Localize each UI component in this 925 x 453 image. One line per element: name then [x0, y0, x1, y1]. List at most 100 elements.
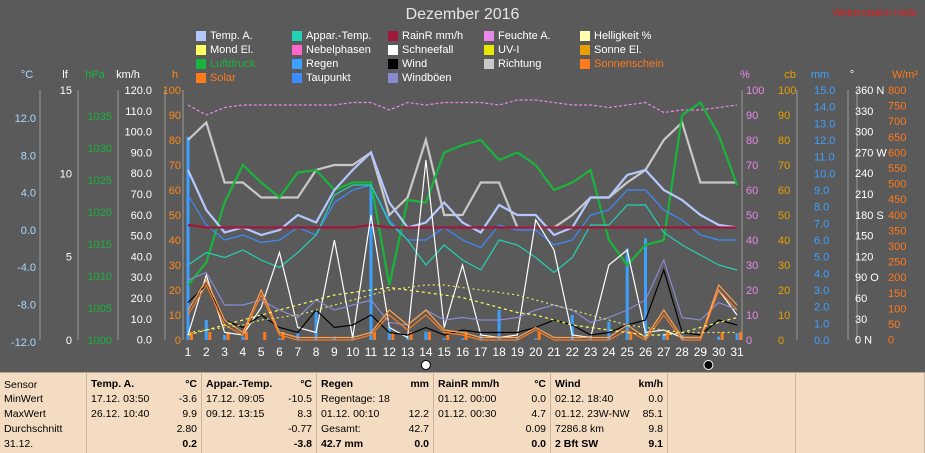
legend-item: Schneefall: [388, 44, 453, 56]
rain-bar: [607, 321, 611, 340]
x-tick-label: 16: [456, 345, 470, 359]
tick-label: 1025: [88, 175, 112, 187]
tick-label: 0.0: [21, 225, 36, 237]
legend-swatch: [388, 59, 398, 69]
stats-cell: 0.0: [434, 437, 550, 452]
x-tick-label: 5: [258, 345, 265, 359]
legend-item: Regen: [292, 58, 338, 70]
stats-cell: 2 Bft SW 9.1: [551, 437, 667, 452]
stats-cell-label: 01.12. 00:10: [321, 408, 380, 420]
tick-label: 80: [746, 135, 758, 147]
legend-swatch: [580, 59, 590, 69]
stats-cell-label: 26.12. 10:40: [91, 408, 150, 420]
legend-label: Sonnenschein: [594, 58, 664, 70]
rain-bar: [332, 336, 336, 340]
tick-label: 50: [778, 210, 790, 222]
stats-cell: 2.80: [87, 422, 201, 437]
tick-label: 4.0: [814, 268, 829, 280]
chart-svg: °C lf hPa km/h h% cb mm ° W/m²12.08.04.00.0-4.0-…: [11, 69, 918, 370]
tick-label: 40: [778, 235, 790, 247]
tick-label: 15: [60, 85, 72, 97]
station-label: Wetterstation Halle: [832, 8, 917, 19]
stats-cell-label: 01.12. 00:00: [438, 393, 497, 405]
tick-label: 200: [888, 272, 906, 284]
legend-label: Mond El.: [210, 44, 254, 56]
x-tick-label: 11: [365, 345, 378, 359]
legend-swatch: [484, 59, 494, 69]
tick-label: 300: [855, 127, 873, 139]
axis-unit-label: mm: [811, 69, 829, 81]
tick-label: 500: [888, 179, 906, 191]
tick-label: 60.0: [131, 210, 152, 222]
tick-label: 350: [888, 225, 906, 237]
stats-cell-value: 9.1: [648, 438, 663, 450]
tick-label: 40: [746, 235, 758, 247]
tick-label: 5: [66, 252, 72, 264]
series-line: [187, 100, 739, 286]
rain-bar: [223, 335, 227, 340]
sunshine-bar: [244, 332, 248, 340]
tick-label: 9.0: [814, 185, 829, 197]
stats-cell-value: 0.09: [525, 423, 546, 435]
x-tick-label: 8: [313, 345, 320, 359]
column-title: Regen: [321, 378, 354, 390]
tick-label: 14.0: [814, 102, 835, 114]
legend-swatch: [388, 31, 398, 41]
legend-label: Appar.-Temp.: [306, 30, 372, 42]
legend-swatch: [580, 45, 590, 55]
legend-swatch: [388, 73, 398, 83]
x-tick-label: 10: [346, 345, 360, 359]
stats-cell-value: -3.8: [293, 438, 312, 450]
tick-label: 70: [169, 160, 181, 172]
legend-swatch: [484, 31, 494, 41]
legend-swatch: [484, 45, 494, 55]
tick-label: 30: [855, 314, 867, 326]
tick-label: 0.0: [814, 335, 829, 347]
rain-bar: [296, 333, 300, 340]
legend-label: Feuchte A.: [498, 30, 551, 42]
stats-cell-label: 02.12. 18:40: [555, 393, 614, 405]
tick-label: 1035: [88, 111, 112, 123]
x-tick-label: 17: [474, 345, 488, 359]
stats-cell-value: 8.3: [297, 408, 312, 420]
tick-label: 250: [888, 257, 906, 269]
stats-cell: 01.12. 00:00 0.0: [434, 392, 550, 407]
stats-cell-label: 7286.8 km: [555, 423, 605, 435]
tick-label: 10: [778, 310, 790, 322]
tick-label: 20: [746, 285, 758, 297]
stats-cell-value: 0.2: [182, 438, 197, 450]
tick-label: 20: [778, 285, 790, 297]
stats-cell-value: 0.0: [648, 393, 663, 405]
tick-label: 10: [746, 310, 758, 322]
rain-bar: [534, 338, 538, 340]
series-line: [187, 283, 738, 341]
x-tick-label: 26: [639, 345, 653, 359]
tick-label: 120: [855, 251, 873, 263]
sunshine-bar: [373, 332, 376, 340]
tick-label: 20.0: [131, 293, 152, 305]
series-line: [186, 150, 738, 237]
tick-label: 40.0: [131, 251, 152, 263]
tick-label: 50: [888, 319, 900, 331]
tick-label: 8.0: [814, 202, 829, 214]
row-label: Durchschnitt: [4, 423, 63, 435]
tick-label: 100: [163, 85, 181, 97]
column-unit: °C: [534, 378, 546, 390]
tick-label: 0 N: [855, 335, 872, 347]
row-label: MaxWert: [4, 408, 46, 420]
tick-label: 10.0: [131, 314, 152, 326]
column-title: Appar.-Temp.: [206, 378, 273, 390]
legend-label: Richtung: [498, 58, 542, 70]
legend-swatch: [292, 59, 302, 69]
tick-label: 15.0: [814, 85, 835, 97]
tick-label: 90.0: [131, 147, 152, 159]
tick-label: 70: [778, 160, 790, 172]
x-tick-label: 23: [584, 345, 598, 359]
tick-label: 300: [888, 241, 906, 253]
x-tick-label: 24: [602, 345, 616, 359]
stats-column-empty: [797, 373, 925, 453]
x-tick-label: 4: [240, 345, 247, 359]
rain-bar: [424, 331, 428, 340]
tick-label: 30: [746, 260, 758, 272]
tick-label: 1010: [88, 271, 112, 283]
